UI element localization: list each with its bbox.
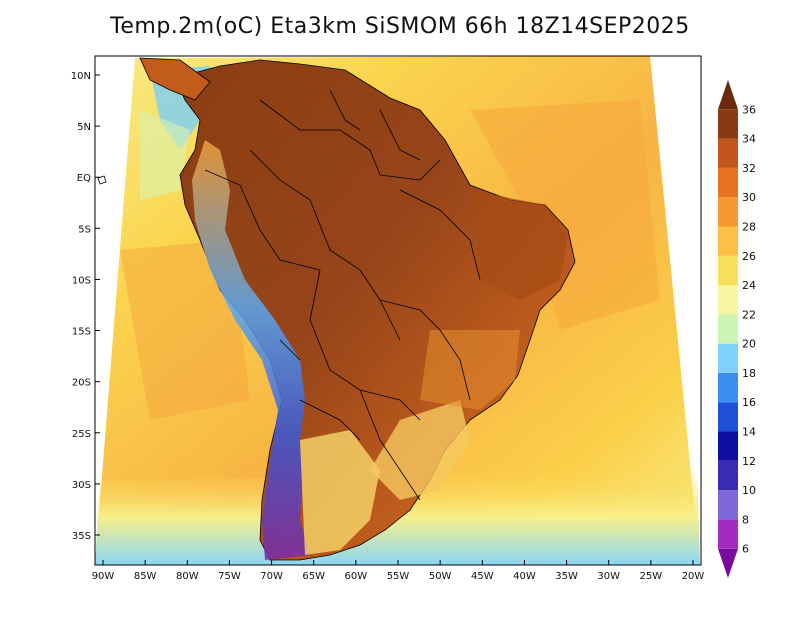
lat-tick-label: 20S	[72, 378, 91, 389]
lon-tick-label: 55W	[387, 571, 410, 582]
colorbar-label: 32	[742, 162, 756, 175]
colorbar-segment	[718, 255, 738, 286]
colorbar-label: 12	[742, 455, 756, 468]
lon-tick-label: 50W	[429, 571, 452, 582]
colorbar-segment	[718, 519, 738, 549]
colorbar-label: 28	[742, 220, 756, 233]
colorbar-segment	[718, 343, 738, 373]
lat-tick-label: 5N	[77, 122, 91, 133]
colorbar-segment	[718, 490, 738, 520]
colorbar-segment	[718, 226, 738, 256]
lat-tick-label: 25S	[72, 429, 91, 440]
southeast-brazil-region	[420, 330, 520, 410]
lon-tick-label: 85W	[134, 571, 157, 582]
colorbar-top-arrow	[718, 80, 738, 110]
lon-tick-label: 25W	[640, 571, 663, 582]
central-america	[139, 57, 211, 101]
colorbar-label: 26	[742, 250, 756, 263]
northeast-brazil-region	[470, 190, 568, 300]
lat-tick-label: EQ	[77, 173, 91, 184]
longitude-axis: 90W 85W 80W 75W 70W 65W 60W 55W 50W 45W 40W 35W 30W 2…	[92, 560, 705, 582]
colorbar-label: 8	[742, 513, 749, 526]
lon-tick-label: 70W	[260, 571, 283, 582]
colorbar-label: 20	[742, 338, 756, 351]
lon-tick-label: 90W	[92, 571, 115, 582]
colorbar-label: 14	[742, 426, 756, 439]
andes-cold-strip	[192, 140, 310, 560]
lat-tick-label: 15S	[72, 327, 91, 338]
colorbar-label: 24	[742, 279, 756, 292]
colorbar-segment	[718, 197, 738, 227]
lat-tick-label: 10S	[72, 275, 91, 286]
lon-tick-label: 35W	[555, 571, 578, 582]
colorbar-label: 22	[742, 308, 756, 321]
lon-tick-label: 30W	[597, 571, 620, 582]
lon-tick-label: 65W	[302, 571, 325, 582]
lat-tick-label: 30S	[72, 480, 91, 491]
colorbar-segment	[718, 285, 738, 315]
colorbar-segment	[718, 138, 738, 168]
atlantic-warm-band	[470, 100, 660, 330]
colorbar-label: 18	[742, 367, 756, 380]
lat-tick-label: 10N	[71, 71, 91, 82]
colorbar-label: 34	[742, 133, 756, 146]
south-brazil-region	[370, 400, 470, 500]
colorbar: 6 8 10 12 14 16 18 20 22 24 26 28 30 32 34 36	[718, 80, 756, 578]
galapagos-islands	[97, 175, 107, 185]
colorbar-label: 16	[742, 396, 756, 409]
lon-tick-label: 40W	[513, 571, 536, 582]
country-borders	[204, 89, 481, 501]
colorbar-segment	[718, 372, 738, 403]
colorbar-segment	[718, 314, 738, 344]
continent	[97, 57, 576, 561]
lon-tick-label: 80W	[176, 571, 199, 582]
latitude-axis: 10N 5N EQ 5S 10S 15S 20S 25S 30S 35S	[71, 71, 100, 542]
colorbar-segment	[718, 431, 738, 461]
colorbar-label: 30	[742, 191, 756, 204]
colorbar-label: 6	[742, 543, 749, 556]
lat-tick-label: 5S	[78, 224, 91, 235]
lat-tick-label: 35S	[72, 531, 91, 542]
colorbar-segment	[718, 460, 738, 491]
patagonia-region	[300, 430, 380, 555]
colorbar-segment	[718, 167, 738, 198]
colorbar-label: 36	[742, 103, 756, 116]
colorbar-bottom-arrow	[718, 548, 738, 578]
colorbar-label: 10	[742, 484, 756, 497]
lon-tick-label: 20W	[682, 571, 705, 582]
pacific-pale-region	[140, 110, 190, 200]
colorbar-segment	[718, 402, 738, 432]
lon-tick-label: 75W	[218, 571, 241, 582]
map-title: Temp.2m(oC) Eta3km SiSMOM 66h 18Z14SEP20…	[110, 14, 690, 39]
colorbar-segment	[718, 109, 738, 139]
lon-tick-label: 60W	[345, 571, 368, 582]
lon-tick-label: 45W	[471, 571, 494, 582]
